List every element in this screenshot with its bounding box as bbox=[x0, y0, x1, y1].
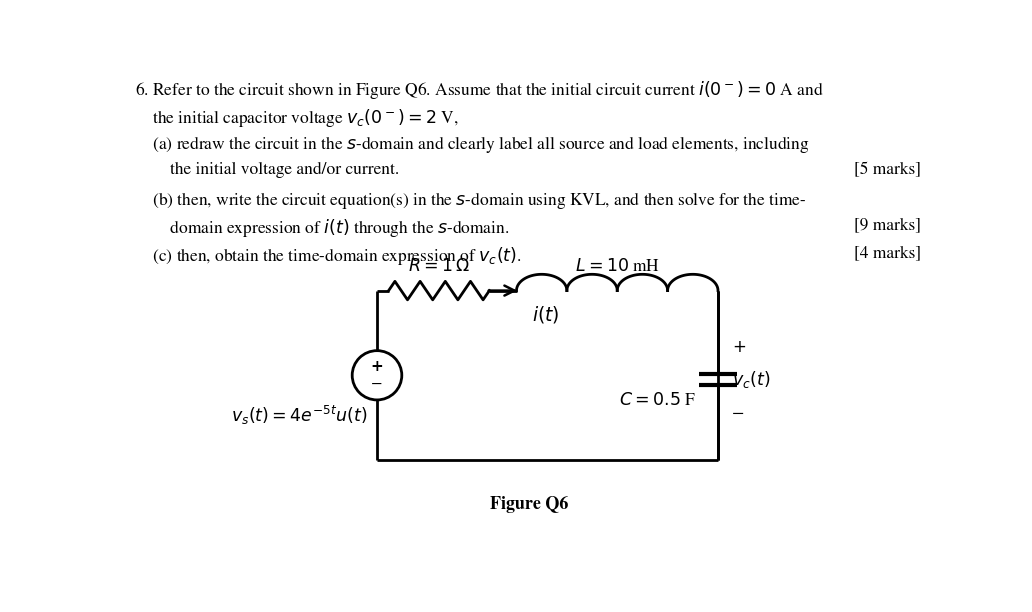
Text: (c) then, obtain the time-domain expression of $v_c(t)$.: (c) then, obtain the time-domain express… bbox=[135, 245, 522, 267]
Text: $L=10$ mH: $L=10$ mH bbox=[575, 258, 659, 275]
Text: the initial voltage and/or current.: the initial voltage and/or current. bbox=[135, 162, 399, 178]
Text: $i(t)$: $i(t)$ bbox=[531, 304, 559, 326]
Text: −: − bbox=[372, 376, 383, 392]
Text: $v_c(t)$: $v_c(t)$ bbox=[732, 368, 770, 390]
Text: [5 marks]: [5 marks] bbox=[854, 162, 921, 178]
Text: $v_s(t) = 4e^{-5t}u(t)$: $v_s(t) = 4e^{-5t}u(t)$ bbox=[231, 404, 367, 427]
Text: −: − bbox=[732, 406, 744, 422]
Text: (b) then, write the circuit equation(s) in the $s$-domain using KVL, and then so: (b) then, write the circuit equation(s) … bbox=[135, 190, 806, 211]
Text: [4 marks]: [4 marks] bbox=[853, 245, 921, 261]
Text: $C = 0.5$ F: $C = 0.5$ F bbox=[619, 392, 697, 409]
Text: Figure Q6: Figure Q6 bbox=[490, 496, 568, 513]
Text: the initial capacitor voltage $v_c(0^-)=2$ V,: the initial capacitor voltage $v_c(0^-)=… bbox=[135, 106, 459, 129]
Text: (a) redraw the circuit in the $s$-domain and clearly label all source and load e: (a) redraw the circuit in the $s$-domain… bbox=[135, 134, 810, 155]
Text: $R = 1\,\Omega$: $R = 1\,\Omega$ bbox=[408, 258, 470, 275]
Text: domain expression of $i(t)$ through the $s$-domain.: domain expression of $i(t)$ through the … bbox=[135, 217, 510, 239]
Text: 6. Refer to the circuit shown in Figure Q6. Assume that the initial circuit curr: 6. Refer to the circuit shown in Figure … bbox=[135, 79, 824, 101]
Text: +: + bbox=[732, 338, 746, 356]
Text: +: + bbox=[370, 359, 383, 373]
Text: [9 marks]: [9 marks] bbox=[854, 217, 921, 233]
